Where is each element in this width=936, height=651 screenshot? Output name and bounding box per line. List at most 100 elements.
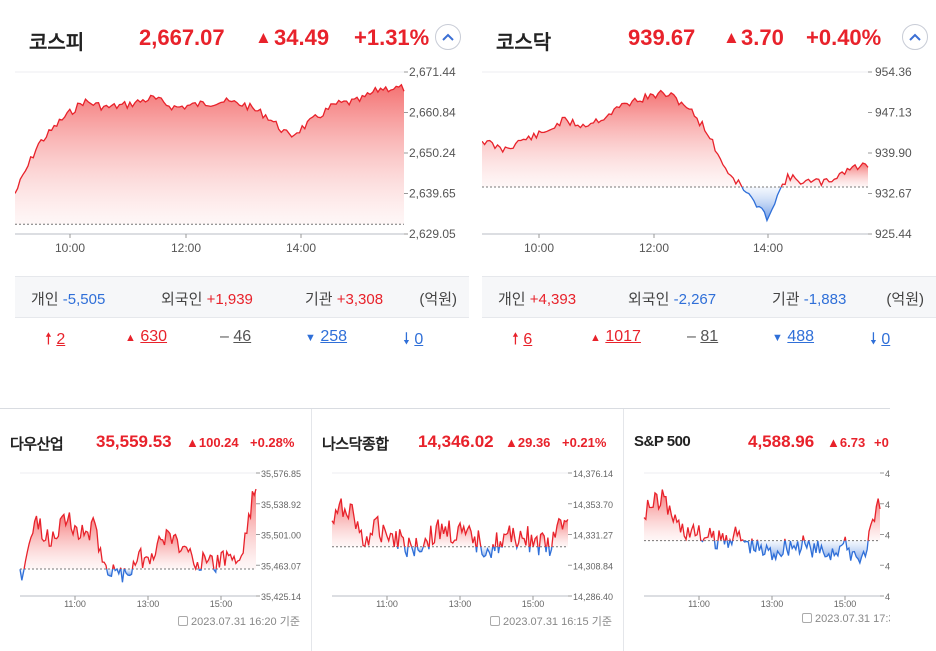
dash-icon: – [687, 328, 696, 345]
nasdaq-panel: 나스닥종합 14,346.02 ▲29.36 +0.21% 14,376.14 1… [312, 409, 624, 651]
kospi-change: 34.49 [274, 25, 330, 50]
nasdaq-line-14 [476, 530, 482, 547]
dow-timestamp: 2023.07.31 16:20 기준 [178, 613, 300, 629]
kosdaq-area-2 [781, 163, 868, 188]
nasdaq-line-7 [410, 546, 416, 557]
nasdaq-xtick-label: 15:00 [522, 599, 545, 609]
nasdaq-line-15 [480, 546, 494, 559]
kospi-rising[interactable]: ▲ 630 [125, 328, 168, 345]
dow-area-8 [124, 568, 133, 576]
nasdaq-name[interactable]: 나스닥종합 [322, 436, 389, 453]
kospi-upper-limit[interactable]: 🠕 2 [45, 331, 66, 348]
sp500-area-0 [644, 489, 702, 541]
kosdaq-lower-limit[interactable]: 🠗 0 [870, 331, 891, 348]
dow-line-13 [215, 488, 257, 570]
kosdaq-falling[interactable]: ▼ 488 [772, 328, 815, 345]
nasdaq-line-20 [498, 541, 503, 547]
kosdaq-name[interactable]: 코스닥 [496, 32, 552, 54]
nasdaq-line-9 [416, 546, 424, 553]
sp500-name[interactable]: S&P 500 [634, 433, 691, 450]
kospi-chart[interactable]: 2,671.44 2,660.84 2,650.24 2,639.65 2,629.05… [15, 60, 469, 260]
dow-name[interactable]: 다우산업 [10, 436, 64, 453]
dow-ytick-label: 35,538.92 [261, 500, 301, 510]
kosdaq-xtick-label: 12:00 [639, 241, 669, 255]
sp500-line-5 [723, 540, 726, 545]
kospi-lower-limit[interactable]: 🠗 0 [403, 331, 424, 348]
sp500-line-15 [756, 540, 786, 562]
kosdaq-line-2 [780, 162, 869, 188]
kosdaq-collapse-button[interactable] [902, 24, 928, 50]
kosdaq-value: 939.67 [628, 25, 696, 50]
kospi-ytick-label: 2,660.84 [409, 106, 456, 120]
kospi-xtick-label: 10:00 [55, 241, 85, 255]
dow-chart[interactable]: 35,576.85 35,538.92 35,501.00 35,463.07 35,4… [0, 465, 311, 610]
dow-area-9 [132, 529, 200, 569]
kospi-line-0 [15, 83, 405, 194]
dow-line-4 [114, 568, 121, 576]
sp500-ytick-label: 4 [885, 592, 890, 602]
sp500-line-6 [724, 535, 728, 541]
kospi-ytick-label: 2,639.65 [409, 187, 456, 201]
kospi-individual: 개인 -5,505 [31, 291, 106, 308]
kosdaq-rising[interactable]: ▲ 1017 [590, 328, 641, 345]
kosdaq-header: 코스닥 939.67 ▲ 3.70 +0.40% [496, 22, 928, 56]
nasdaq-line-25 [528, 546, 531, 553]
sp500-change: ▲6.73 [827, 435, 866, 450]
kospi-ytick-label: 2,650.24 [409, 146, 456, 160]
sp500-xtick-label: 11:00 [688, 599, 710, 609]
kospi-institution: 기관 +3,308 [305, 291, 384, 308]
arrow-down-icon: 🠗 [870, 331, 877, 348]
kospi-name[interactable]: 코스피 [29, 32, 85, 54]
kosdaq-ytick-label: 925.44 [875, 227, 912, 241]
chevron-up-icon [909, 33, 921, 41]
sp500-chart[interactable]: 4 4 4 4 4 11:00 13:00 15:00 [624, 465, 890, 610]
sp500-line-18 [801, 535, 805, 541]
sp500-line-4 [717, 530, 725, 541]
sp500-line-21 [808, 540, 845, 561]
sp500-line-24 [867, 498, 881, 541]
nasdaq-line-18 [494, 532, 499, 547]
nasdaq-area-24 [517, 526, 530, 547]
nasdaq-line-28 [538, 531, 547, 547]
dow-xtick-label: 13:00 [137, 599, 160, 609]
sp500-ytick-label: 4 [885, 561, 890, 571]
sp500-panel: S&P 500 4,588.96 ▲6.73 +0 4 4 4 4 4 11:00 13:0… [624, 409, 890, 651]
kospi-up-triangle-icon: ▲ [255, 28, 272, 47]
sp500-value: 4,588.96 [748, 432, 815, 451]
dow-line-8 [123, 568, 134, 577]
nasdaq-line-26 [529, 534, 539, 547]
kosdaq-institution: 기관 -1,883 [772, 291, 847, 308]
sp500-line-7 [726, 540, 731, 548]
kosdaq-breadth-row: 🠕 6 ▲ 1017 – 81 ▼ 488 🠗 0 [482, 318, 936, 358]
kosdaq-upper-limit[interactable]: 🠕 6 [512, 331, 533, 348]
kosdaq-line-1 [741, 186, 782, 223]
nasdaq-rate: +0.21% [562, 435, 607, 450]
nasdaq-line-17 [493, 546, 496, 552]
kospi-xtick-label: 14:00 [286, 241, 316, 255]
sp500-area-21 [808, 540, 845, 561]
nasdaq-ytick-label: 14,308.84 [573, 561, 613, 571]
kospi-rate: +1.31% [354, 25, 430, 50]
nasdaq-line-6 [407, 537, 413, 548]
kospi-collapse-button[interactable] [435, 24, 461, 50]
kosdaq-change: 3.70 [741, 25, 784, 50]
kospi-unchanged[interactable]: – 46 [220, 328, 252, 345]
arrow-up-icon: 🠕 [512, 331, 519, 348]
triangle-down-icon: ▼ [772, 332, 783, 344]
sp500-line-3 [713, 540, 719, 550]
sp500-line-9 [729, 540, 734, 547]
nasdaq-change: ▲29.36 [505, 435, 551, 450]
nasdaq-line-11 [427, 546, 430, 550]
dow-ytick-label: 35,463.07 [261, 561, 301, 571]
arrow-up-icon: 🠕 [45, 331, 52, 348]
dow-ytick-label: 35,501.00 [261, 531, 301, 541]
kospi-falling[interactable]: ▼ 258 [305, 328, 348, 345]
chevron-up-icon [442, 33, 454, 41]
nasdaq-line-31 [548, 546, 553, 557]
nasdaq-value: 14,346.02 [418, 432, 494, 451]
kosdaq-unchanged[interactable]: – 81 [687, 328, 719, 345]
nasdaq-line-5 [403, 546, 409, 558]
kosdaq-chart[interactable]: 954.36 947.13 939.90 932.67 925.44 10:00 12:00… [482, 60, 936, 260]
nasdaq-line-8 [414, 537, 419, 547]
nasdaq-chart[interactable]: 14,376.14 14,353.70 14,331.27 14,308.84 14,2… [312, 465, 623, 610]
